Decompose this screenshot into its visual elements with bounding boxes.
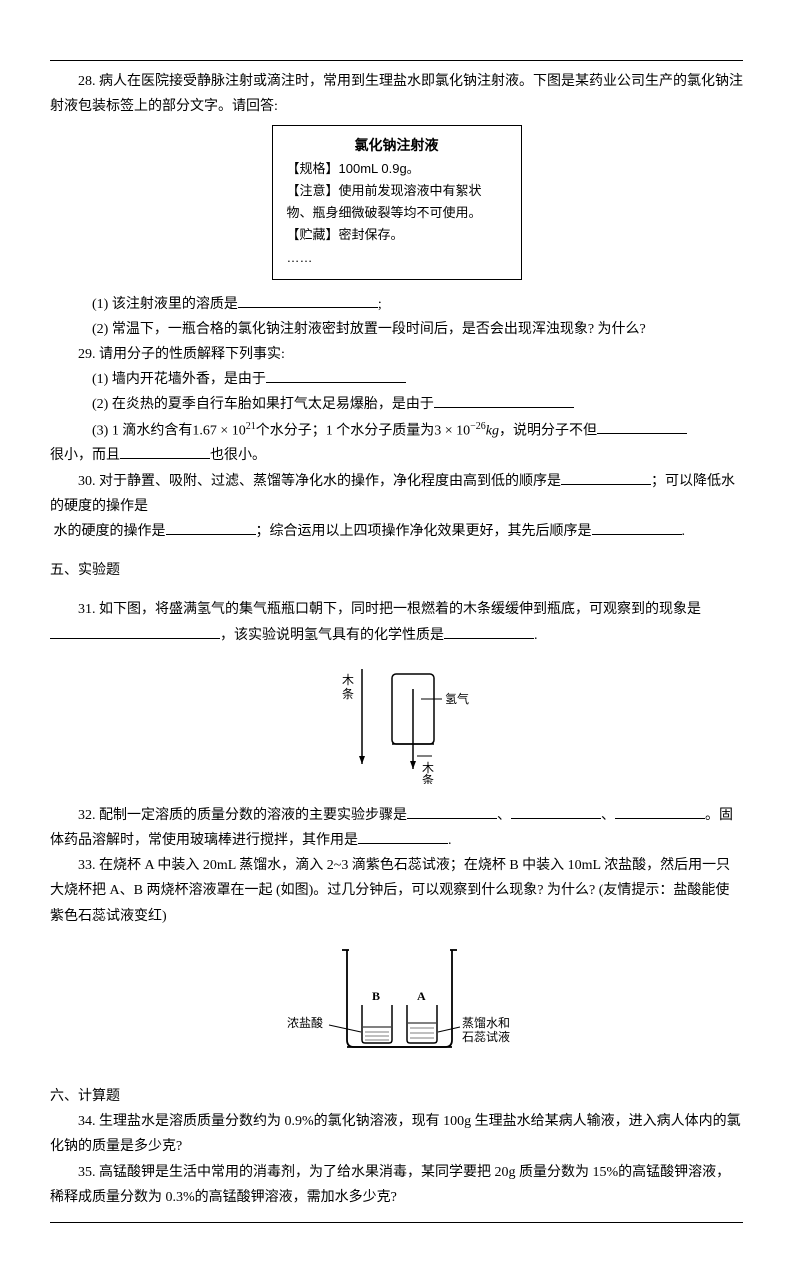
blank xyxy=(120,444,210,459)
q29-tail: 很小，而且 也很小。 xyxy=(50,443,743,468)
blank xyxy=(444,624,534,639)
q29-sub3: (3) 1 滴水约含有1.67 × 1021个水分子；1 个水分子质量为3 × … xyxy=(50,418,743,444)
blank xyxy=(615,804,705,819)
fig-h2-label: 氢气 xyxy=(445,691,469,706)
section-6-title: 六、计算题 xyxy=(50,1084,743,1109)
fig-acid-label: 浓盐酸 xyxy=(287,1015,323,1030)
fig-water-label1: 蒸馏水和 xyxy=(462,1016,510,1030)
blank xyxy=(511,804,601,819)
label-box: 氯化钠注射液 【规格】100mL 0.9g。 【注意】使用前发现溶液中有絮状物、… xyxy=(272,125,522,279)
q31-line2: ，该实验说明氢气具有的化学性质是. xyxy=(50,623,743,648)
box-dots: …… xyxy=(287,247,507,269)
q30-d: . xyxy=(682,524,686,539)
blank xyxy=(166,520,256,535)
q31-c: . xyxy=(534,628,538,643)
fig-b-label: B xyxy=(372,989,380,1003)
q29-sub3-a: (3) 1 滴水约含有 xyxy=(92,423,192,438)
blank xyxy=(434,393,574,408)
q31-figure: 木 条 氢气 木 条 xyxy=(50,654,743,793)
q29-tail-b: 也很小。 xyxy=(210,448,266,463)
fig-stick-label2: 条 xyxy=(342,687,354,701)
blank xyxy=(592,520,682,535)
q32-a: 32. 配制一定溶质的质量分数的溶液的主要实验步骤是 xyxy=(78,808,407,823)
q31: 31. 如下图，将盛满氢气的集气瓶瓶口朝下，同时把一根燃着的木条缓缓伸到瓶底，可… xyxy=(50,597,743,622)
fig-stick-label: 木 xyxy=(342,673,354,687)
q29-tail-a: 很小，而且 xyxy=(50,448,120,463)
q29-sub1: (1) 墙内开花墙外香，是由于 xyxy=(50,367,743,392)
q31-b: ，该实验说明氢气具有的化学性质是 xyxy=(220,628,444,643)
q28-sub2: (2) 常温下，一瓶合格的氯化钠注射液密封放置一段时间后，是否会出现浑浊现象? … xyxy=(50,317,743,342)
q28-sub1-pre: (1) 该注射液里的溶质是 xyxy=(92,297,238,312)
fig-stick2-label2: 条 xyxy=(422,773,434,784)
blank xyxy=(238,293,378,308)
q29-exp1: 1.67 × 10 xyxy=(192,423,245,438)
section-5-title: 五、实验题 xyxy=(50,558,743,583)
q29-intro: 29. 请用分子的性质解释下列事实: xyxy=(50,342,743,367)
blank xyxy=(597,419,687,434)
q33: 33. 在烧杯 A 中装入 20mL 蒸馏水，滴入 2~3 滴紫色石蕊试液；在烧… xyxy=(50,853,743,929)
blank xyxy=(266,368,406,383)
blank xyxy=(358,829,448,844)
fig-a-label: A xyxy=(417,989,426,1003)
box-title: 氯化钠注射液 xyxy=(287,134,507,158)
top-rule xyxy=(50,60,743,61)
fig-water-label2: 石蕊试液 xyxy=(462,1029,510,1044)
box-storage: 【贮藏】密封保存。 xyxy=(287,224,507,246)
q32: 32. 配制一定溶质的质量分数的溶液的主要实验步骤是、、。固体药品溶解时，常使用… xyxy=(50,803,743,853)
q32-e: . xyxy=(448,833,452,848)
q29-unit: kg xyxy=(486,423,499,438)
blank xyxy=(50,624,220,639)
q29-sub1-pre: (1) 墙内开花墙外香，是由于 xyxy=(92,372,266,387)
q31-a: 31. 如下图，将盛满氢气的集气瓶瓶口朝下，同时把一根燃着的木条缓缓伸到瓶底，可… xyxy=(78,602,701,617)
q29-exp2: 3 × 10 xyxy=(434,423,470,438)
box-notice: 【注意】使用前发现溶液中有絮状物、瓶身细微破裂等均不可使用。 xyxy=(287,180,507,224)
blank xyxy=(561,470,651,485)
q34: 34. 生理盐水是溶质质量分数约为 0.9%的氯化钠溶液，现有 100g 生理盐… xyxy=(50,1109,743,1159)
bottom-rule xyxy=(50,1222,743,1223)
q29-sub3-b: 个水分子；1 个水分子质量为 xyxy=(256,423,435,438)
q35: 35. 高锰酸钾是生活中常用的消毒剂，为了给水果消毒，某同学要把 20g 质量分… xyxy=(50,1160,743,1210)
q30: 30. 对于静置、吸附、过滤、蒸馏等净化水的操作，净化程度由高到低的顺序是；可以… xyxy=(50,469,743,519)
blank xyxy=(407,804,497,819)
q30-a: 30. 对于静置、吸附、过滤、蒸馏等净化水的操作，净化程度由高到低的顺序是 xyxy=(78,474,561,489)
q28-sub1-post: ; xyxy=(378,297,382,312)
q29-sub2-pre: (2) 在炎热的夏季自行车胎如果打气太足易爆胎，是由于 xyxy=(92,397,434,412)
q32-b: 、 xyxy=(497,808,511,823)
q30-c: ；综合运用以上四项操作净化效果更好，其先后顺序是 xyxy=(256,524,592,539)
q32-c: 、 xyxy=(601,808,615,823)
q29-sub2: (2) 在炎热的夏季自行车胎如果打气太足易爆胎，是由于 xyxy=(50,392,743,417)
q29-sup2: −26 xyxy=(470,421,486,432)
q28-sub1: (1) 该注射液里的溶质是; xyxy=(50,292,743,317)
q29-sup1: 21 xyxy=(246,421,256,432)
q30-line2: 水的硬度的操作是；综合运用以上四项操作净化效果更好，其先后顺序是. xyxy=(50,519,743,544)
q33-figure: B A 浓盐酸 蒸馏水和 石蕊试液 xyxy=(50,935,743,1074)
q29-sub3-c: ，说明分子不但 xyxy=(499,423,597,438)
box-spec: 【规格】100mL 0.9g。 xyxy=(287,158,507,180)
q28-intro: 28. 病人在医院接受静脉注射或滴注时，常用到生理盐水即氯化钠注射液。下图是某药… xyxy=(50,69,743,119)
